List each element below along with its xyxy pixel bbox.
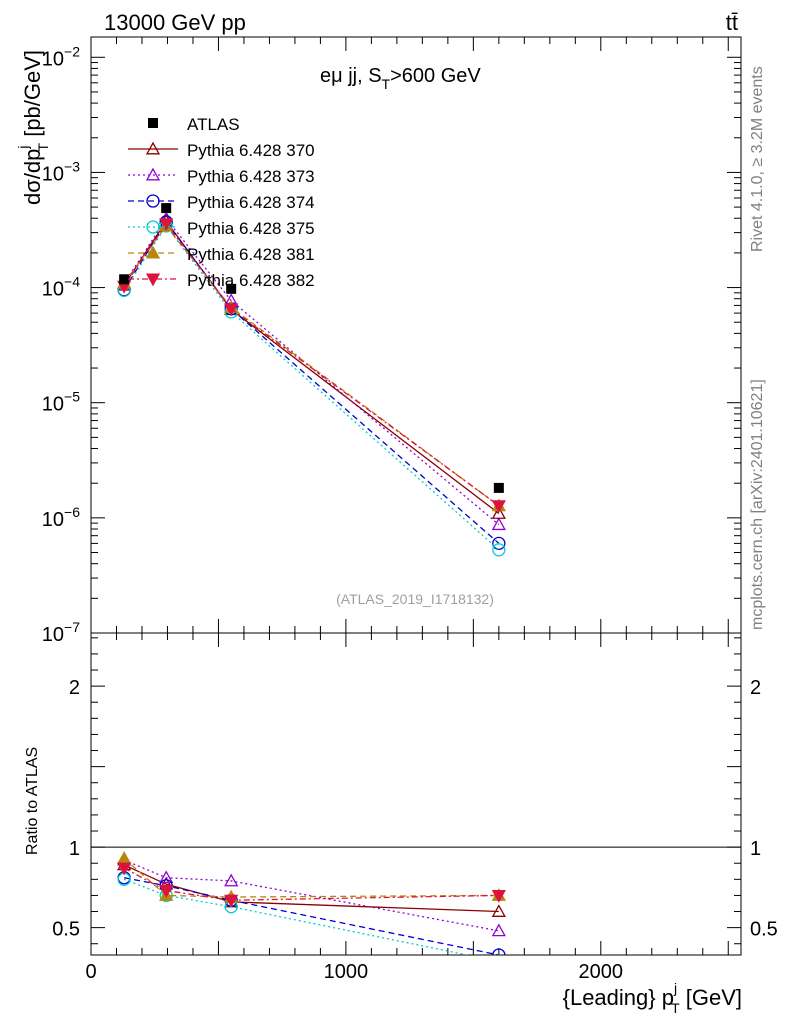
legend-item: Pythia 6.428 373 [128,167,315,186]
series-line [123,217,500,526]
legend-label: Pythia 6.428 375 [187,219,315,238]
atlas-data-point [161,203,172,214]
legend-label: Pythia 6.428 381 [187,245,315,264]
legend-item: Pythia 6.428 382 [128,271,315,290]
ratio-panel-series [117,851,506,955]
y-tick-label-top: 10−2 [42,43,80,70]
legend-item: Pythia 6.428 375 [128,219,315,238]
y-axis-label-top: dσ/dpj T [pb/GeV] [15,50,51,205]
ratio-line [124,877,499,955]
y-tick-label-bottom-right: 0.5 [750,919,778,941]
bottom-panel-frame [90,632,742,956]
legend-item: Pythia 6.428 381 [128,245,315,264]
ratio-point [224,873,239,887]
selection-label: eμ jj, ST>600 GeV [320,65,481,92]
ratio-point [117,851,132,864]
ratio-point [491,923,506,937]
series-point [492,536,506,550]
legend-item: Pythia 6.428 374 [128,193,315,212]
ratio-point [491,904,506,917]
series-point [492,543,506,557]
legend-label: Pythia 6.428 370 [187,141,315,160]
legend-label: Pythia 6.428 374 [187,193,315,212]
y-tick-label-bottom: 1 [69,838,80,860]
series-line [123,222,500,507]
x-tick-label: 1000 [324,961,369,983]
ratio-line [123,859,499,932]
series-point [159,218,174,232]
series-point [491,517,506,531]
y-tick-label-top: 10−7 [42,619,80,646]
analysis-id: (ATLAS_2019_I1718132) [336,591,494,607]
atlas-data-point [119,274,130,285]
ratio-point [224,894,239,908]
y-tick-label-bottom: 2 [69,677,80,699]
ratio-line [123,867,499,901]
legend-item: Pythia 6.428 370 [128,141,315,160]
y-tick-label-top: 10−4 [42,274,80,301]
y-tick-label-bottom: 0.5 [52,919,80,941]
rivet-label: Rivet 4.1.0, ≥ 3.2M events [749,66,766,252]
series-point [224,303,239,317]
ratio-point [159,885,174,898]
process-label: tt̄ [726,10,738,35]
y-tick-label-top: 10−3 [42,158,80,185]
y-tick-label-bottom-right: 1 [750,838,761,860]
ratio-line [123,864,499,913]
legend-label: ATLAS [187,115,240,134]
ratio-point [497,954,501,955]
ratio-point [117,862,132,876]
atlas-data-point [226,283,237,294]
legend: ATLAS Pythia 6.428 370 Pythia 6.428 373 Pyt… [128,115,315,290]
series-point [491,500,506,514]
y-axis-label-bottom: Ratio to ATLAS [24,747,41,855]
x-axis-label: {Leading} pj T [GeV] [563,980,742,1016]
atlas-data-point [493,482,504,493]
energy-label: 13000 GeV pp [104,10,246,35]
source-label: mcplots.cern.ch [arXiv:2401.10621] [749,379,766,630]
top-panel-series [117,203,506,557]
x-tick-label: 0 [85,961,96,983]
ratio-point [492,948,506,955]
legend-label: Pythia 6.428 382 [187,271,315,290]
axis-ticks: 0 1000 2000 10−7 10−6 10−5 10−4 10−3 10−2 0.5 0.5 1… [42,37,778,983]
legend-item-atlas: ATLAS [148,115,240,134]
ratio-point [491,889,506,903]
y-tick-label-bottom-right: 2 [750,677,761,699]
y-tick-label-top: 10−5 [42,389,80,416]
x-tick-label: 2000 [579,961,624,983]
legend-label: Pythia 6.428 373 [187,167,315,186]
ratio-line [123,857,499,898]
y-tick-label-top: 10−6 [42,504,80,531]
ratio-point [159,870,174,884]
series-line [123,224,500,551]
